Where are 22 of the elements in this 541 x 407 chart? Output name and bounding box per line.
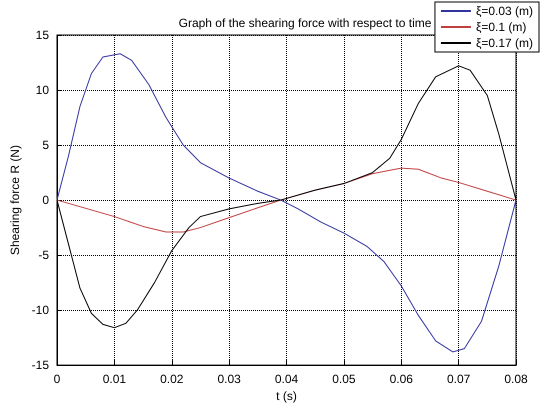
y-tick-label: 10 [36,83,50,98]
x-tick-label: 0 [54,372,61,386]
x-axis-title: t (s) [276,389,297,403]
y-tick-label: -5 [38,248,50,262]
y-axis-title: Shearing force R (N) [8,145,22,256]
legend-label: ξ=0.17 (m) [476,36,534,50]
x-tick-label: 0.08 [504,372,528,386]
x-tick-label: 0.01 [102,372,126,386]
x-tick-label: 0.03 [217,372,242,386]
legend-label: ξ=0.03 (m) [476,4,534,18]
x-tick-label: 0.07 [446,372,471,386]
y-tick-label: 5 [42,138,50,152]
legend-label: ξ=0.1 (m) [476,20,526,34]
y-tick-label: -15 [32,358,50,372]
x-tick-label: 0.06 [390,372,414,386]
y-tick-label: -10 [32,303,50,318]
x-tick-label: 0.02 [160,372,184,386]
y-tick-label: 15 [36,28,50,42]
x-tick-label: 0.05 [332,372,356,386]
x-tick-label: 0.04 [274,372,298,386]
y-tick-label: 0 [42,193,50,208]
chart-title: Graph of the shearing force with respect to time [178,16,432,30]
